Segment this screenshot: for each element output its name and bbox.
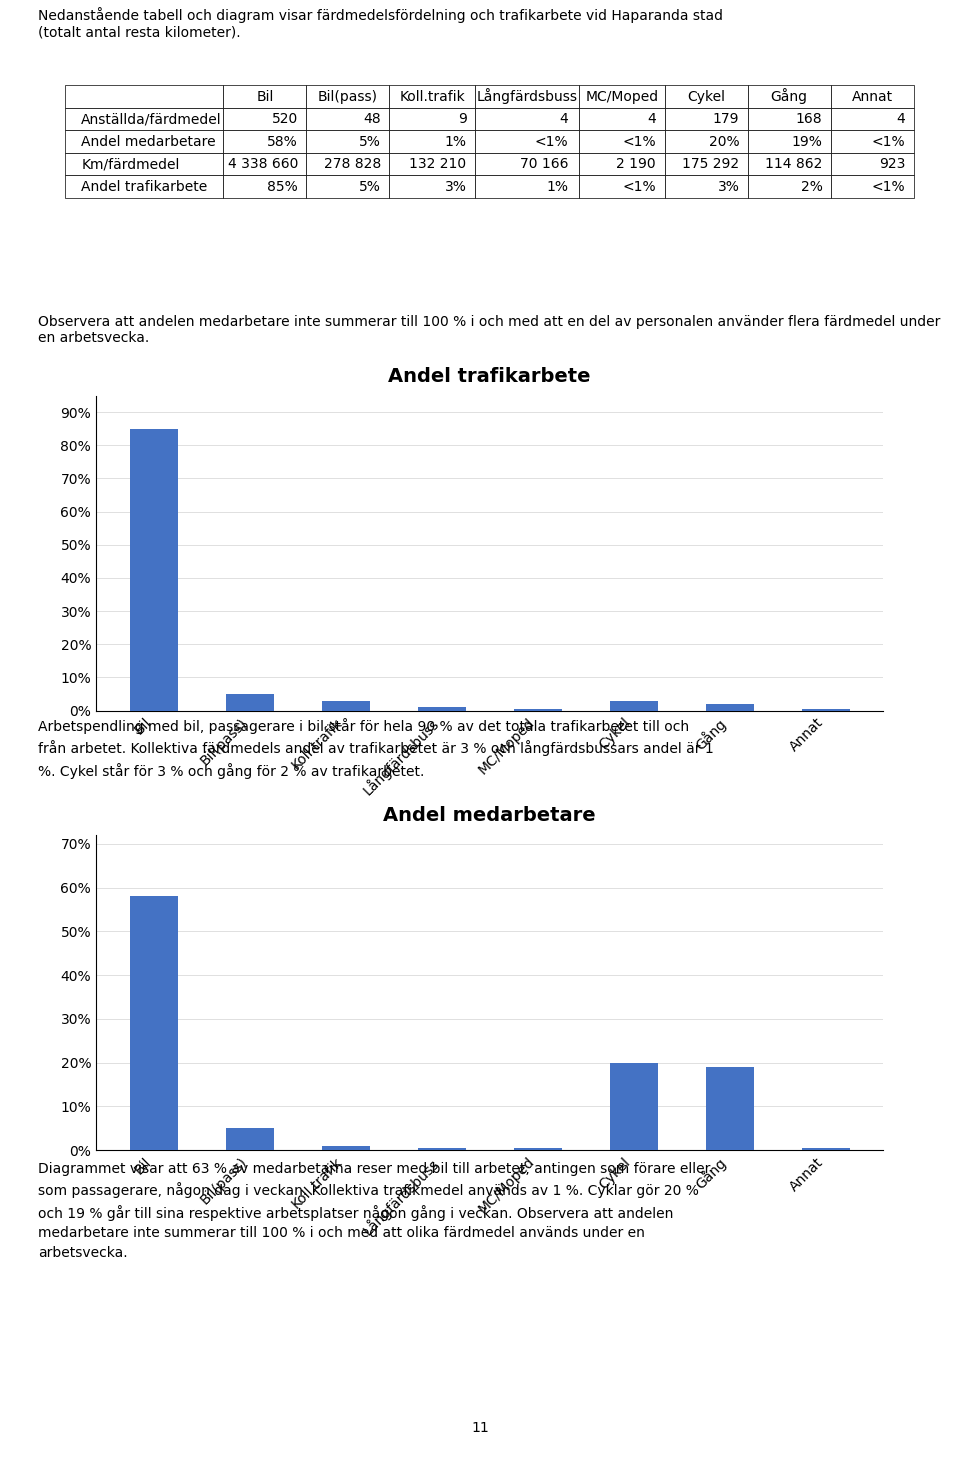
Title: Andel trafikarbete: Andel trafikarbete bbox=[389, 366, 590, 385]
Text: Observera att andelen medarbetare inte summerar till 100 % i och med att en del : Observera att andelen medarbetare inte s… bbox=[38, 315, 941, 346]
Title: Andel medarbetare: Andel medarbetare bbox=[383, 806, 596, 825]
Bar bbox=[226, 1128, 274, 1150]
Bar bbox=[226, 694, 274, 711]
Bar bbox=[322, 1146, 370, 1150]
Bar bbox=[514, 1149, 562, 1150]
Bar bbox=[610, 700, 658, 711]
Bar bbox=[514, 709, 562, 711]
Bar bbox=[418, 708, 466, 711]
Bar bbox=[706, 703, 754, 711]
Bar bbox=[802, 1149, 850, 1150]
Text: Nedanstående tabell och diagram visar färdmedelsfördelning och trafikarbete vid : Nedanstående tabell och diagram visar fä… bbox=[38, 7, 724, 40]
Bar bbox=[322, 700, 370, 711]
Bar bbox=[706, 1067, 754, 1150]
Bar bbox=[130, 429, 178, 711]
Bar bbox=[418, 1149, 466, 1150]
Bar bbox=[610, 1062, 658, 1150]
Bar bbox=[130, 897, 178, 1150]
Text: 11: 11 bbox=[471, 1421, 489, 1436]
Text: Arbetspendling med bil, passagerare i bil står för hela 90 % av det totala trafi: Arbetspendling med bil, passagerare i bi… bbox=[38, 718, 714, 779]
Text: Diagrammet visar att 63 % av medarbetarna reser med bil till arbetet, antingen s: Diagrammet visar att 63 % av medarbetarn… bbox=[38, 1162, 710, 1260]
Bar bbox=[802, 709, 850, 711]
